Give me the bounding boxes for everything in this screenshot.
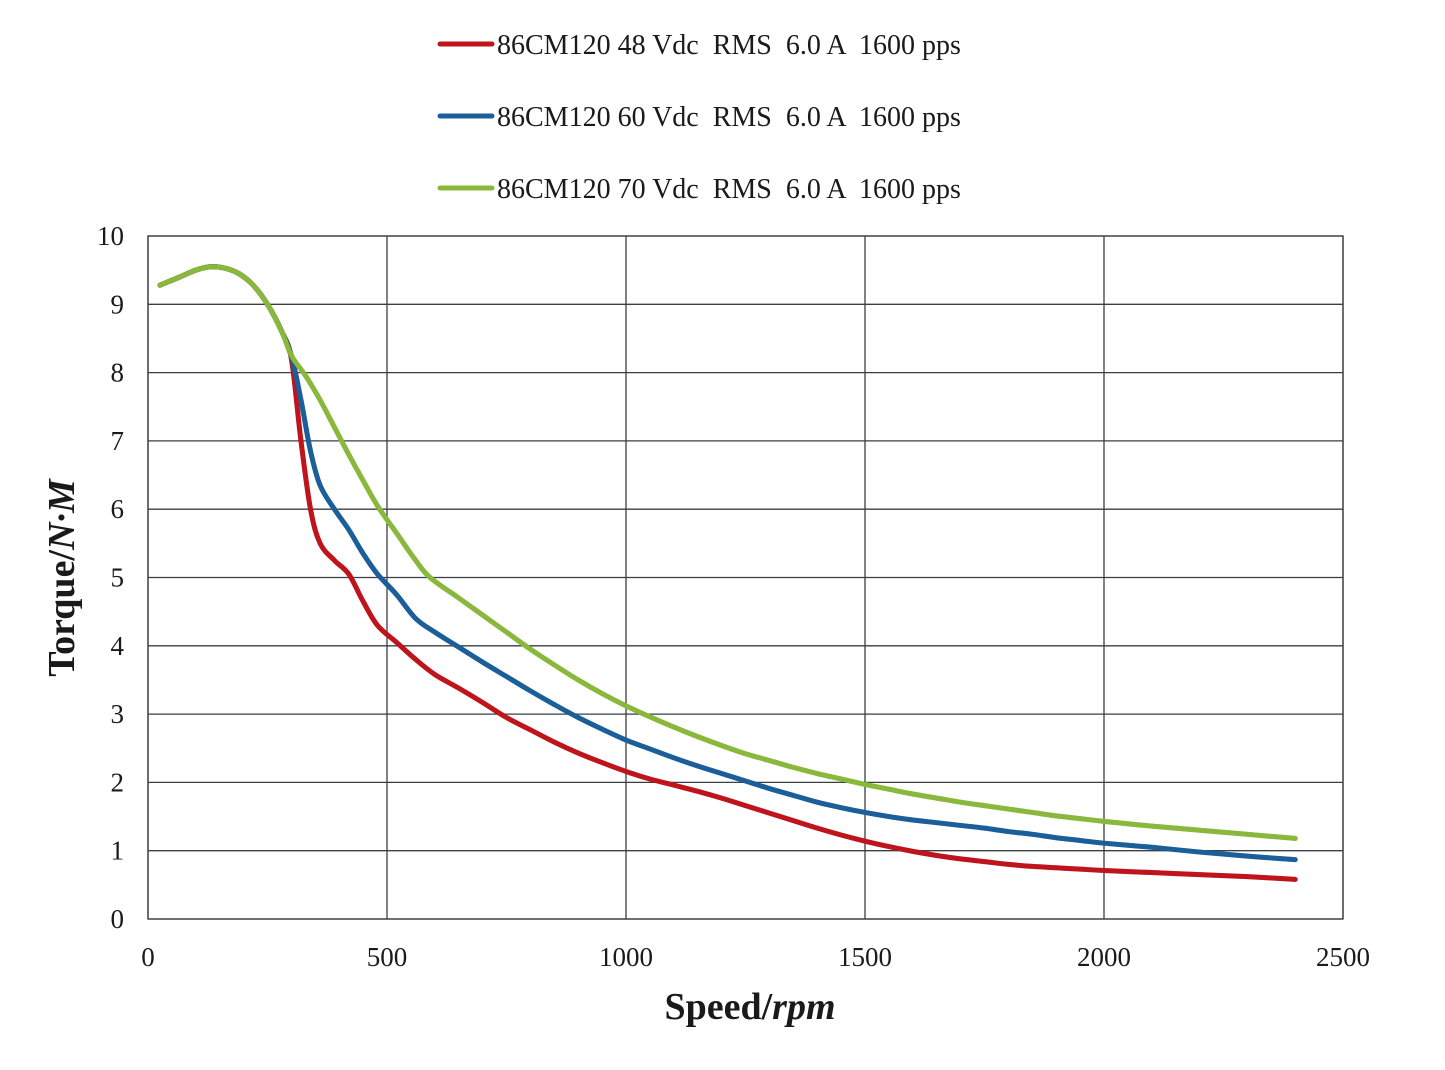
x-tick-label: 1000 [599, 942, 653, 972]
x-axis-title-unit: rpm [772, 986, 835, 1028]
plot-series [157, 264, 1298, 882]
y-axis-title: Torque/N·M [41, 478, 83, 677]
y-tick-label: 10 [97, 221, 124, 251]
x-tick-label: 500 [367, 942, 408, 972]
plot-frame [147, 235, 1344, 920]
x-axis-title-text: Speed/ [664, 986, 772, 1028]
x-axis-title: Speed/rpm [664, 986, 835, 1028]
x-tick-label: 1500 [838, 942, 892, 972]
legend: 86CM120 48 Vdc RMS 6.0 A 1600 pps 86CM120… [437, 30, 961, 205]
legend-item-60vdc: 86CM120 60 Vdc RMS 6.0 A 1600 pps [437, 102, 961, 133]
y-tick-label: 2 [111, 767, 125, 797]
legend-label: 86CM120 60 Vdc RMS 6.0 A 1600 pps [497, 102, 961, 133]
y-tick-label: 9 [111, 289, 125, 319]
y-tick-label: 0 [111, 904, 125, 934]
legend-label: 86CM120 70 Vdc RMS 6.0 A 1600 pps [497, 174, 961, 205]
legend-label: 86CM120 48 Vdc RMS 6.0 A 1600 pps [497, 30, 961, 61]
axis-ticks: 0 1 2 3 4 5 6 7 8 9 10 0 500 1000 1500 2000 2500 [97, 221, 1370, 972]
series-70vdc-line-outline [157, 264, 1298, 841]
x-tick-label: 0 [141, 942, 155, 972]
legend-item-70vdc: 86CM120 70 Vdc RMS 6.0 A 1600 pps [437, 174, 961, 205]
plot-grid [147, 235, 1344, 920]
y-tick-label: 4 [111, 631, 125, 661]
series-60vdc-line [157, 264, 1298, 863]
x-tick-label: 2500 [1316, 942, 1370, 972]
y-tick-label: 7 [111, 426, 125, 456]
series-48vdc-line [157, 264, 1298, 882]
series-70vdc-line [157, 264, 1298, 841]
y-tick-label: 6 [111, 494, 125, 524]
y-tick-label: 3 [111, 699, 125, 729]
y-tick-label: 1 [111, 836, 125, 866]
y-axis-title-unit: N·M [41, 478, 83, 551]
y-tick-label: 5 [111, 563, 125, 593]
y-axis-title-text: Torque/ [41, 550, 83, 677]
x-tick-label: 2000 [1077, 942, 1131, 972]
series-60vdc-line-outline [157, 264, 1298, 863]
legend-item-48vdc: 86CM120 48 Vdc RMS 6.0 A 1600 pps [437, 30, 961, 61]
series-48vdc-line-outline [157, 264, 1298, 882]
y-tick-label: 8 [111, 358, 125, 388]
